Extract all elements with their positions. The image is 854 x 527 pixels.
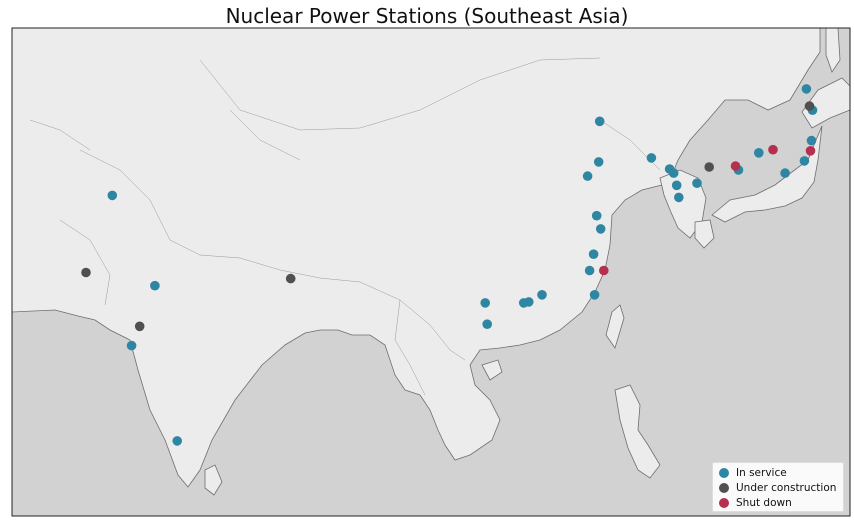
station-marker-in-service	[595, 224, 606, 234]
station-marker-in-service	[591, 210, 602, 221]
legend-label-in-service: In service	[736, 467, 787, 479]
legend: In service Under construction Shut down	[712, 462, 844, 512]
station-marker-in-service	[482, 319, 493, 330]
legend-item-in-service: In service	[719, 466, 787, 480]
station-marker-shut-down	[599, 265, 609, 276]
station-marker-shut-down	[805, 146, 816, 156]
station-marker-in-service	[668, 168, 679, 178]
station-marker-in-service	[588, 249, 599, 259]
under-construction-marker	[719, 483, 729, 493]
taiwan-island	[605, 304, 625, 349]
station-marker-under-construction	[81, 267, 91, 278]
station-marker-in-service	[692, 178, 702, 188]
station-marker-under-construction	[804, 101, 815, 111]
station-marker-in-service	[594, 116, 605, 127]
shut-down-marker	[719, 498, 729, 508]
station-marker-under-construction	[285, 273, 296, 284]
hainan-island	[481, 359, 503, 381]
station-marker-in-service	[799, 156, 810, 166]
station-marker-shut-down	[730, 161, 741, 171]
station-marker-under-construction	[704, 162, 714, 172]
station-marker-under-construction	[134, 321, 145, 332]
legend-label-shut-down: Shut down	[736, 497, 792, 509]
japan-kyushu	[694, 219, 715, 249]
station-marker-in-service	[801, 84, 812, 94]
station-marker-in-service	[806, 135, 817, 146]
legend-item-shut-down: Shut down	[719, 496, 792, 510]
in-service-marker	[719, 468, 729, 478]
country-borders	[29, 57, 661, 396]
station-marker-in-service	[646, 153, 657, 163]
map-frame	[11, 27, 851, 517]
station-marker-in-service	[150, 280, 160, 291]
station-marker-in-service	[582, 171, 593, 181]
asia-mainland	[11, 27, 821, 488]
station-marker-in-service	[593, 157, 604, 167]
station-marker-in-service	[584, 265, 595, 276]
station-markers	[81, 84, 818, 446]
station-marker-in-service	[518, 298, 529, 308]
station-marker-in-service	[754, 148, 764, 158]
station-marker-in-service	[589, 290, 600, 300]
sri-lanka-island	[204, 464, 223, 496]
philippines-islands	[614, 384, 661, 479]
station-marker-in-service	[172, 436, 182, 446]
map-title: Nuclear Power Stations (Southeast Asia)	[225, 4, 629, 28]
station-marker-in-service	[671, 180, 682, 191]
japan-honshu	[711, 125, 823, 223]
station-marker-in-service	[480, 298, 491, 308]
station-marker-in-service	[126, 340, 137, 351]
station-marker-in-service	[107, 190, 118, 201]
station-marker-shut-down	[768, 144, 778, 155]
station-marker-in-service	[674, 192, 684, 203]
legend-item-under-construction: Under construction	[719, 481, 836, 495]
station-marker-in-service	[780, 168, 790, 178]
legend-label-under-construction: Under construction	[736, 482, 837, 494]
station-marker-in-service	[537, 290, 547, 300]
land-masses	[11, 27, 851, 496]
